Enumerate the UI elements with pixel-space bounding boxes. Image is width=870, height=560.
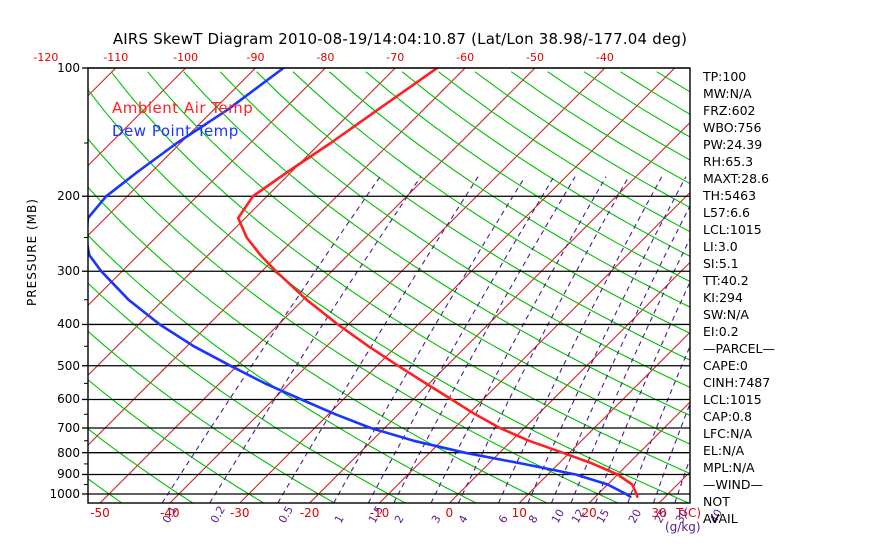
parameter-row: PW:24.39 xyxy=(703,137,763,152)
parameter-row: MW:N/A xyxy=(703,86,752,101)
bottom-temp-tick-label: 10 xyxy=(511,506,527,520)
parameter-row: LCL:1015 xyxy=(703,222,762,237)
parameter-row: AVAIL xyxy=(703,511,738,526)
parameter-row: EL:N/A xyxy=(703,443,745,458)
parameter-row: LFC:N/A xyxy=(703,426,753,441)
top-temp-tick-label: -120 xyxy=(33,51,59,64)
pressure-tick-label: 300 xyxy=(57,264,80,279)
parameter-row: WBO:756 xyxy=(703,120,762,135)
parameter-row: KI:294 xyxy=(703,290,743,305)
parameter-row: L57:6.6 xyxy=(703,205,750,220)
parameter-row: —WIND— xyxy=(703,477,764,492)
parameter-row: TT:40.2 xyxy=(703,273,749,288)
pressure-tick-label: 200 xyxy=(57,189,80,204)
bottom-temp-tick-label: 30 xyxy=(651,506,667,520)
bottom-temp-tick-label: -30 xyxy=(229,506,250,520)
pressure-tick-label: 700 xyxy=(57,420,80,435)
top-temp-tick-label: -70 xyxy=(386,51,405,64)
legend-dew-point-temp: Dew Point Temp xyxy=(112,122,239,140)
bottom-temp-tick-label: -10 xyxy=(369,506,390,520)
top-temp-tick-label: -50 xyxy=(526,51,544,64)
bottom-temp-tick-label: -50 xyxy=(90,506,110,520)
parameter-row: MPL:N/A xyxy=(703,460,755,475)
mixing-ratio-axis-title: (g/kg) xyxy=(665,520,701,534)
page-title: AIRS SkewT Diagram 2010-08-19/14:04:10.8… xyxy=(112,30,688,48)
parameter-row: EI:0.2 xyxy=(703,324,739,339)
top-temp-tick-label: -110 xyxy=(103,51,129,64)
parameter-panel: TP:100 MW:N/A FRZ:602 WBO:756 PW:24.39 RH:65.… xyxy=(703,68,863,527)
parameter-row: MAXT:28.6 xyxy=(703,171,769,186)
parameter-row: CAPE:0 xyxy=(703,358,748,373)
parameter-row: SI:5.1 xyxy=(703,256,739,271)
pressure-axis-title: PRESSURE (MB) xyxy=(25,198,39,306)
ambient-temp-curve xyxy=(236,68,639,498)
temperature-axis-title: T(C) xyxy=(676,506,702,520)
bottom-temp-tick-label: 0 xyxy=(445,506,454,520)
bottom-temp-tick-label: -20 xyxy=(299,506,320,520)
dew-point-curve xyxy=(88,68,632,498)
pressure-tick-label: 400 xyxy=(57,317,80,332)
legend-ambient-air-temp: Ambient Air Temp xyxy=(112,99,254,117)
parameter-row: LI:3.0 xyxy=(703,239,738,254)
parameter-row: LCL:1015 xyxy=(703,392,762,407)
pressure-tick-label: 500 xyxy=(57,358,80,373)
pressure-tick-label: 800 xyxy=(57,445,80,460)
parameter-row: SW:N/A xyxy=(703,307,749,322)
parameter-row: CINH:7487 xyxy=(703,375,771,390)
parameter-row: —PARCEL— xyxy=(703,341,775,356)
parameter-row: TH:5463 xyxy=(703,188,757,203)
parameter-row: TP:100 xyxy=(703,69,747,84)
pressure-tick-label: 100 xyxy=(57,61,80,75)
bottom-temp-tick-label: 20 xyxy=(581,506,597,520)
top-temp-tick-label: -90 xyxy=(246,51,265,64)
parameter-row: NOT xyxy=(703,494,730,509)
pressure-tick-label: 600 xyxy=(57,392,80,407)
top-temp-tick-label: -80 xyxy=(316,51,335,64)
parameter-row: RH:65.3 xyxy=(703,154,754,169)
parameter-row: FRZ:602 xyxy=(703,103,756,118)
pressure-tick-label: 900 xyxy=(57,467,80,482)
top-temp-tick-label: -60 xyxy=(456,51,475,64)
parameter-row: CAP:0.8 xyxy=(703,409,752,424)
top-temp-tick-label: -100 xyxy=(173,51,199,64)
bottom-temp-tick-label: -40 xyxy=(160,506,180,520)
pressure-tick-label: 1000 xyxy=(49,486,80,501)
top-temp-tick-label: -40 xyxy=(595,51,614,64)
